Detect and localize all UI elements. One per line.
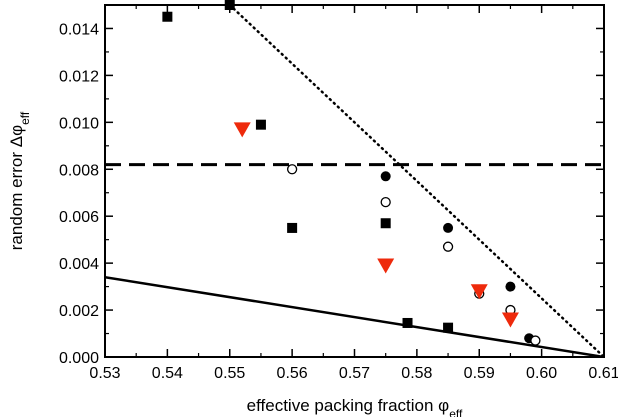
square-marker [402,317,413,328]
open-circle-marker [442,241,454,252]
x-tick-label: 0.57 [339,365,370,382]
open-circle-marker [530,335,541,346]
triangle-marker [501,312,519,328]
triangle-marker [377,258,395,274]
x-axis-label-sub: eff [449,407,463,417]
x-tick-label: 0.55 [214,365,245,382]
data-markers [162,0,541,346]
y-tick-label: 0.008 [59,162,99,179]
x-tick-label: 0.53 [89,365,120,382]
filled-circle-marker [380,171,391,182]
plot-frame [104,4,605,358]
y-tick-label: 0.014 [59,21,99,38]
y-tick-label: 0.000 [59,350,99,367]
square-marker [255,119,266,130]
axis-ticks [104,5,605,358]
filled-circle-marker [443,222,454,233]
x-tick-label: 0.61 [588,365,618,382]
y-axis-label-sub: eff [18,111,32,125]
x-tick-label: 0.58 [401,365,432,382]
y-tick-label: 0.006 [59,209,99,226]
y-tick-label: 0.010 [59,115,99,132]
reference-line-dotted [228,5,604,357]
square-marker [287,222,298,233]
square-marker [443,322,454,333]
reference-lines [105,5,604,357]
y-tick-label: 0.002 [59,303,99,320]
x-tick-label: 0.54 [152,365,183,382]
filled-circle-marker [505,281,516,292]
triangle-marker [470,284,488,300]
x-tick-label: 0.60 [526,365,557,382]
triangle-marker [233,122,251,138]
x-axis-label: effective packing fraction φeff [247,396,463,417]
x-axis-label-main: effective packing fraction φ [247,396,450,415]
y-axis-label: random error Δφeff [7,111,32,250]
open-circle-marker [380,196,391,208]
y-axis-label-main: random error Δφ [7,125,26,250]
reference-line-solid [105,275,604,357]
square-marker [380,218,391,229]
x-tick-label: 0.59 [464,365,495,382]
open-circle-marker [286,164,298,175]
y-tick-label: 0.012 [59,68,99,85]
tick-labels: 0.53 0.54 0.55 0.56 0.57 0.58 0.59 0.60 0.61 0.00… [59,21,618,382]
square-marker [162,11,173,22]
y-tick-label: 0.004 [59,256,99,273]
x-tick-label: 0.56 [277,365,308,382]
